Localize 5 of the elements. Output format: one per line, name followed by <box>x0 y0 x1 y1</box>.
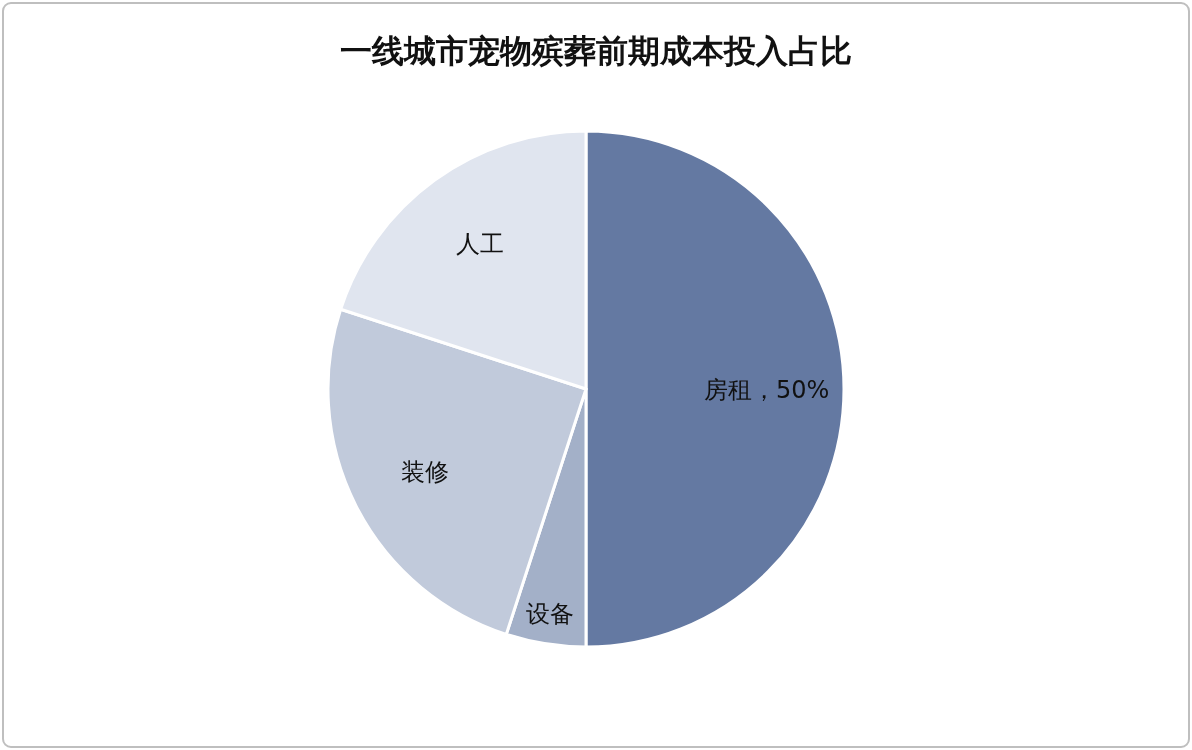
slice-label: 人工 <box>455 229 504 258</box>
chart-title: 一线城市宠物殡葬前期成本投入占比 <box>340 32 852 70</box>
slice-label: 设备 <box>526 600 575 629</box>
slice-label: 房租，50% <box>703 376 830 404</box>
slice-label: 装修 <box>401 457 450 486</box>
